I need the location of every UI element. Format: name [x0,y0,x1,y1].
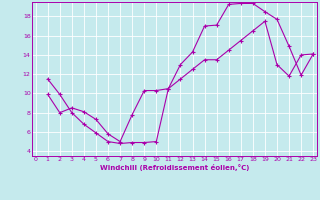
X-axis label: Windchill (Refroidissement éolien,°C): Windchill (Refroidissement éolien,°C) [100,164,249,171]
